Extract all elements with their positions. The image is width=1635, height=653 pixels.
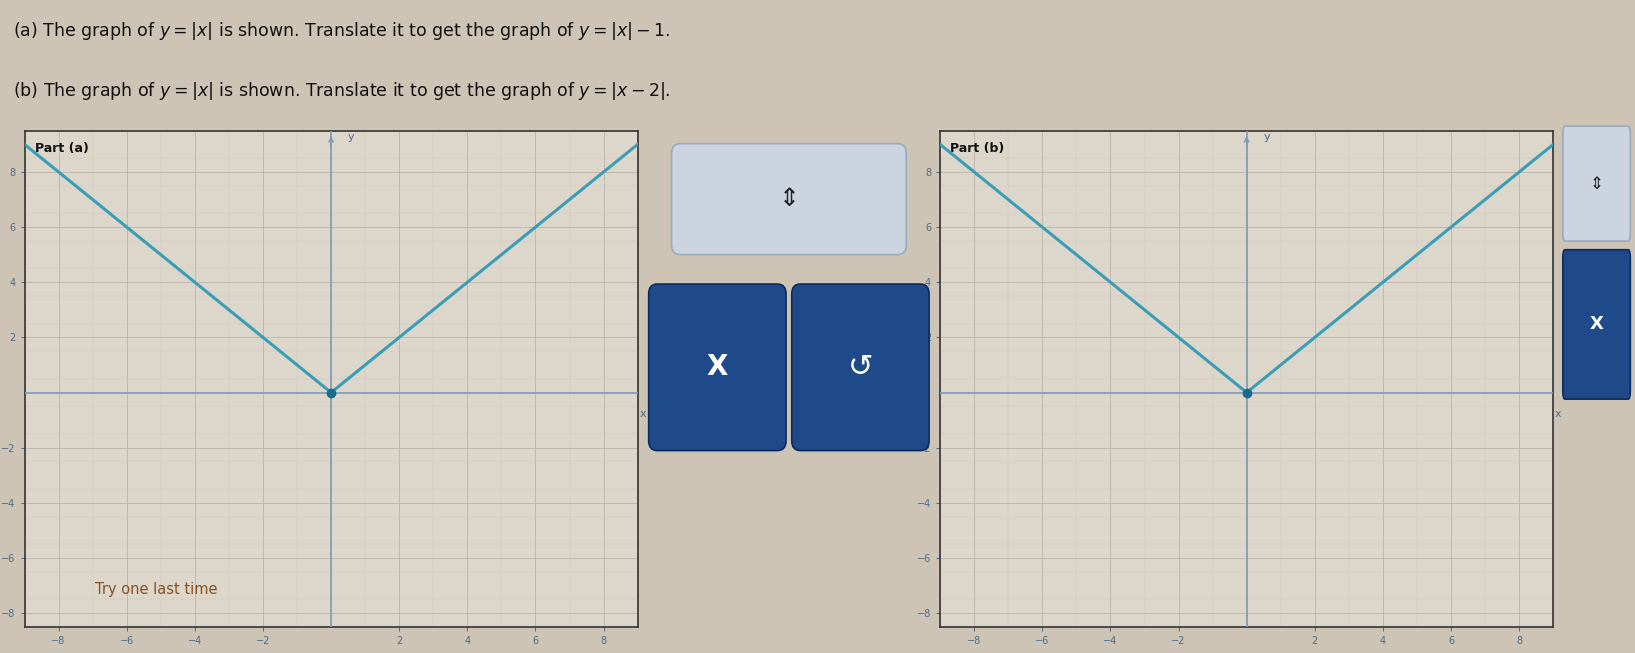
Text: ⇕: ⇕: [1589, 174, 1604, 193]
Text: Try one last time: Try one last time: [95, 582, 217, 597]
Text: X: X: [706, 353, 728, 381]
Text: (a) The graph of $y=|x|$ is shown. Translate it to get the graph of $y=|x|-1$.: (a) The graph of $y=|x|$ is shown. Trans…: [13, 20, 670, 42]
FancyBboxPatch shape: [791, 284, 929, 451]
FancyBboxPatch shape: [1563, 126, 1630, 241]
Text: Part (b): Part (b): [950, 142, 1004, 155]
FancyBboxPatch shape: [649, 284, 786, 451]
Text: Part (a): Part (a): [34, 142, 88, 155]
Text: (b) The graph of $y=|x|$ is shown. Translate it to get the graph of $y=|x-2|$.: (b) The graph of $y=|x|$ is shown. Trans…: [13, 80, 670, 102]
Text: y: y: [1264, 132, 1270, 142]
Text: ⇕: ⇕: [778, 187, 800, 211]
FancyBboxPatch shape: [1563, 249, 1630, 399]
Text: x: x: [639, 409, 646, 419]
Text: X: X: [1589, 315, 1604, 334]
Text: y: y: [348, 132, 355, 142]
FancyBboxPatch shape: [672, 144, 906, 255]
Text: ↺: ↺: [847, 353, 873, 382]
Text: x: x: [1555, 409, 1561, 419]
